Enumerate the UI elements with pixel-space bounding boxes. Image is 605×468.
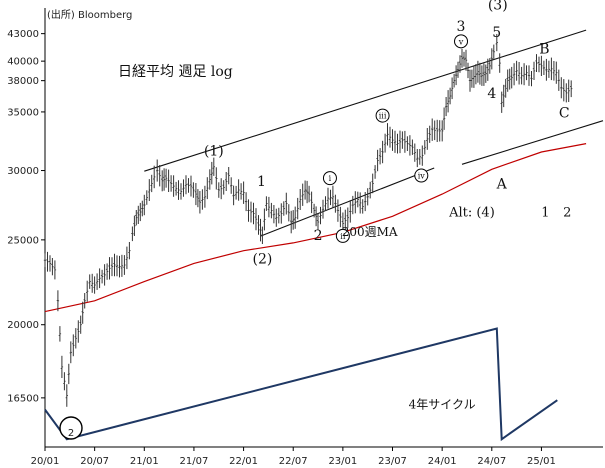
wave-label: A xyxy=(496,177,508,193)
y-tick-label: 43000 xyxy=(7,29,39,40)
x-tick-label: 20/01 xyxy=(31,456,60,467)
wave-label: 4 xyxy=(487,86,496,102)
y-tick-label: 40000 xyxy=(7,57,39,68)
channel-lower-line xyxy=(461,120,604,165)
annotation-label: 2 xyxy=(563,205,571,220)
wave-label: (1) xyxy=(204,144,224,160)
wave-label: v xyxy=(458,37,464,46)
y-tick-label: 25000 xyxy=(7,235,39,246)
channel-lower-short-line xyxy=(260,167,435,237)
wave-label: 5 xyxy=(492,25,501,41)
wave-label: 3 xyxy=(457,19,466,35)
y-tick-label: 20000 xyxy=(7,320,39,331)
wave-label: B xyxy=(539,42,549,58)
annotation-label: Alt: (4) xyxy=(448,205,495,220)
wave-label: (2) xyxy=(253,251,273,267)
ma200-line xyxy=(44,143,587,313)
big-circle-number: 2 xyxy=(68,428,74,439)
wave-label: (3) xyxy=(488,0,508,14)
x-tick-label: 23/07 xyxy=(378,456,407,467)
source-note: (出所) Bloomberg xyxy=(47,8,132,21)
wave-label-circle xyxy=(454,34,469,49)
wave-label: 2 xyxy=(314,228,323,244)
x-tick-label: 24/01 xyxy=(428,456,457,467)
wave-label: 1 xyxy=(257,174,266,190)
x-tick-label: 20/07 xyxy=(80,456,109,467)
x-tick-label: 24/07 xyxy=(477,456,506,467)
x-tick-label: 25/01 xyxy=(527,456,556,467)
y-tick-label: 16500 xyxy=(7,393,39,404)
ma200-label: 200週MA xyxy=(342,225,398,239)
channel-upper-line xyxy=(144,29,587,172)
price-bars xyxy=(43,34,573,407)
wave-label: ii xyxy=(340,232,346,241)
annotation-label: 1 xyxy=(541,205,549,220)
y-tick-label: 30000 xyxy=(7,166,39,177)
big-circle xyxy=(59,416,83,440)
wave-label-circle xyxy=(375,108,390,123)
wave-label-circle xyxy=(414,168,429,183)
wave-label: iv xyxy=(418,172,426,181)
x-tick-label: 22/01 xyxy=(229,456,258,467)
wave-label: iii xyxy=(379,112,387,121)
wave-label-circle xyxy=(335,228,350,243)
chart-title: 日経平均 週足 log xyxy=(118,64,233,80)
wave-label: i xyxy=(329,174,332,183)
x-ticks: 20/01 20/07 21/01 21/07 22/01 22/07 23/01 23/07… xyxy=(31,447,556,467)
x-tick-label: 22/07 xyxy=(279,456,308,467)
x-tick-label: 23/01 xyxy=(328,456,357,467)
x-tick-label: 21/01 xyxy=(130,456,159,467)
wave-label-circle xyxy=(322,171,337,186)
y-tick-label: 35000 xyxy=(7,107,39,118)
y-tick-label: 38000 xyxy=(7,76,39,87)
wave-label: C xyxy=(559,105,570,121)
big-circle-two: 2 xyxy=(59,416,83,440)
x-tick-label: 21/07 xyxy=(180,456,209,467)
cycle-label: 4年サイクル xyxy=(409,397,476,411)
y-ticks: 16500 20000 25000 30000 35000 38000 40000 43000 xyxy=(7,29,45,404)
